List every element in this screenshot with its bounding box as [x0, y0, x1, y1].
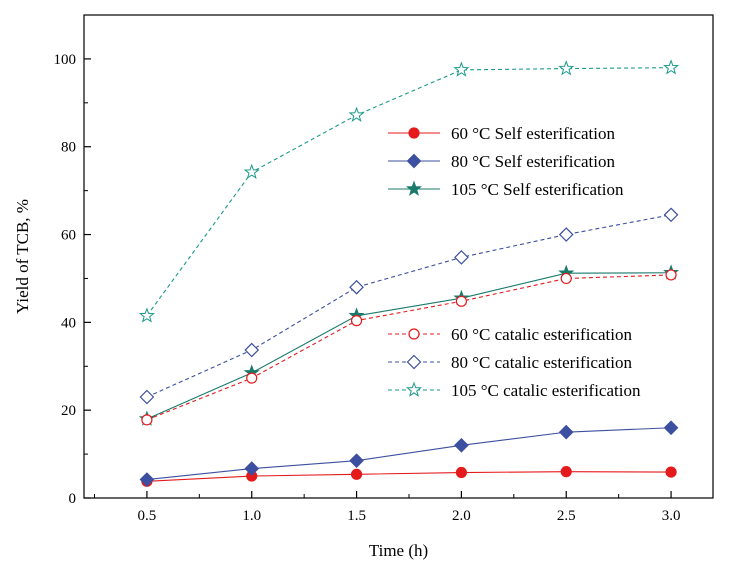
series-line	[146, 274, 672, 421]
axes: 0.5 1.0 1.5 2.0 2.5 3.0 0 20 40 60 80 100	[54, 14, 681, 524]
data-point	[350, 315, 363, 327]
data-point	[139, 472, 155, 487]
y-tick-label: 100	[54, 52, 77, 68]
data-point	[455, 466, 467, 479]
legend-label: 60 °C Self esterification	[451, 124, 616, 143]
series-3	[141, 269, 677, 426]
x-axis-title: Time (h)	[369, 541, 428, 560]
data-point	[141, 414, 153, 426]
data-point	[349, 279, 364, 295]
legend-self-esterification: 60 °C Self esterification 80 °C Self este…	[388, 124, 624, 199]
legend-label: 80 °C Self esterification	[451, 152, 616, 171]
legend-label: 80 °C catalic esterification	[451, 353, 632, 372]
data-point	[560, 272, 572, 285]
data-point	[139, 389, 155, 405]
data-point	[558, 227, 574, 242]
x-tick-label: 1.0	[242, 508, 261, 524]
legend-catalytic-esterification: 60 °C catalic esterification 80 °C catali…	[388, 325, 641, 400]
series-5	[138, 59, 680, 323]
series-0	[141, 466, 677, 487]
y-tick-label: 80	[61, 140, 76, 156]
data-point	[663, 59, 680, 75]
data-point	[663, 420, 679, 436]
x-tick-label: 1.5	[347, 508, 366, 524]
y-tick-label: 60	[61, 228, 76, 244]
data-point	[454, 250, 469, 265]
series-line	[146, 67, 672, 317]
x-tick-label: 2.5	[557, 508, 576, 524]
series-line	[146, 214, 672, 398]
data-point	[558, 424, 574, 440]
legend-label: 105 °C Self esterification	[451, 180, 624, 199]
data-point	[243, 163, 260, 180]
series-line	[146, 427, 672, 481]
legend-label: 60 °C catalic esterification	[451, 325, 632, 344]
legend-label: 105 °C catalic esterification	[451, 381, 641, 400]
x-tick-label: 3.0	[662, 508, 681, 524]
data-point	[663, 207, 679, 223]
data-point	[558, 60, 575, 76]
data-point	[246, 372, 258, 384]
data-point	[560, 466, 572, 478]
legend-marker	[406, 354, 422, 370]
series-line	[146, 272, 672, 420]
data-point	[348, 106, 365, 122]
series-2	[138, 264, 680, 426]
y-axis-title: Yield of TCB, %	[13, 199, 32, 314]
data-point	[244, 342, 260, 358]
series-line	[146, 471, 672, 482]
legend-marker	[405, 180, 423, 196]
legend-marker	[408, 328, 420, 340]
series-4	[139, 207, 679, 405]
data-point	[454, 437, 469, 453]
chart-marks	[138, 59, 680, 487]
x-tick-label: 2.0	[452, 508, 471, 524]
data-point	[453, 61, 470, 77]
legend-marker	[406, 153, 422, 169]
legend-marker	[405, 381, 423, 397]
data-point	[455, 295, 467, 307]
data-point	[350, 468, 363, 480]
plot-frame	[83, 14, 714, 499]
x-tick-label: 0.5	[138, 508, 157, 524]
data-point	[665, 269, 677, 281]
y-tick-label: 20	[61, 403, 76, 419]
data-point	[665, 466, 677, 478]
y-tick-label: 0	[69, 491, 77, 507]
series-1	[139, 420, 679, 487]
data-point	[138, 307, 155, 323]
legend-marker	[408, 127, 420, 139]
data-point	[244, 461, 260, 476]
data-point	[349, 453, 364, 469]
y-tick-label: 40	[61, 315, 76, 331]
